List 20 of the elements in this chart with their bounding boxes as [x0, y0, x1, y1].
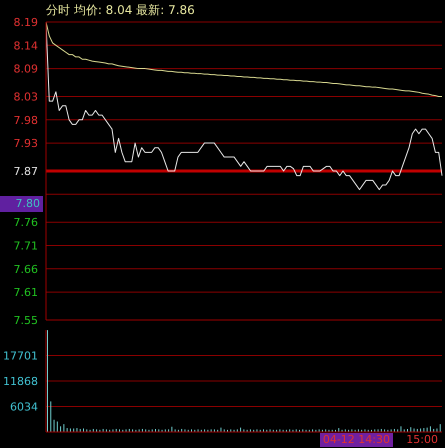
text: 04-12 14:30 — [320, 433, 393, 447]
chart-title: 分时 均价: 8.04 最新: 7.86 — [46, 2, 195, 19]
line-series — [46, 22, 442, 97]
y-tick-label: 7.76 — [14, 216, 38, 230]
y-tick-label: 7.93 — [14, 137, 38, 150]
y-tick-label: 11868 — [3, 375, 38, 388]
text: 7.80 — [0, 196, 43, 212]
y-tick-label: 7.55 — [14, 314, 38, 327]
y-tick-label: 8.09 — [14, 62, 38, 76]
text: 15:00 — [405, 433, 439, 447]
y-tick-label: 7.61 — [14, 286, 38, 300]
y-tick-label: 17701 — [3, 350, 38, 362]
y-tick-label: 8.19 — [14, 16, 38, 29]
y-tick-label: 7.87 — [14, 165, 38, 178]
y-tick-label: 6034 — [10, 400, 38, 414]
y-tick-label: 7.98 — [14, 114, 38, 127]
y-tick-label: 7.66 — [14, 262, 38, 276]
y-tick-label: 8.14 — [14, 39, 38, 52]
y-tick-label: 7.71 — [14, 240, 38, 252]
y-tick-label: 8.03 — [14, 90, 38, 104]
